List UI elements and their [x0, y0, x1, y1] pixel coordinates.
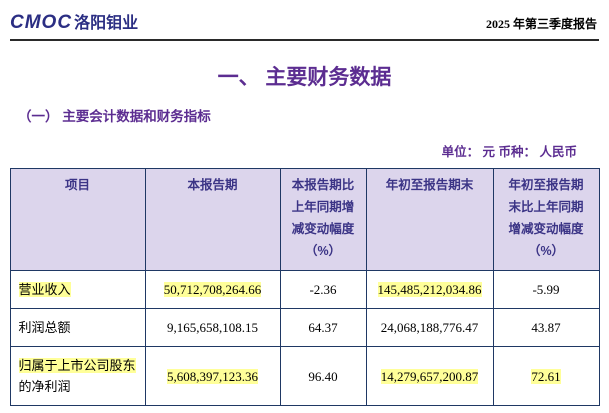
table-row-total-profit: 利润总额 9,165,658,108.15 64.37 24,068,188,7…: [9, 308, 600, 347]
col-header-ytd: 年初至报告期末: [365, 168, 494, 271]
cell-ytd: 24,068,188,776.47: [365, 308, 494, 347]
cell-current-change: -2.36: [279, 270, 367, 309]
header-divider: [10, 39, 599, 41]
cell-ytd-change: 72.61: [492, 346, 600, 406]
cell-current-period: 9,165,658,108.15: [144, 308, 281, 347]
report-title: 2025 年第三季度报告: [485, 17, 597, 31]
financial-data-table: 项目 本报告期 本报告期比 上年同期增 减变动幅度 （%） 年初至报告期末 年初…: [9, 168, 600, 406]
table-row-net-profit: 归属于上市公司股东 的净利润 5,608,397,123.36 96.40 14…: [9, 346, 600, 406]
cell-ytd-change: -5.99: [492, 270, 600, 309]
unit-currency-note: 单位： 元 币种： 人民币: [441, 145, 577, 159]
company-logo: CMOC 洛阳钼业: [10, 9, 138, 34]
table-row-revenue: 营业收入 50,712,708,264.66 -2.36 145,485,212…: [9, 270, 600, 309]
cell-item: 营业收入: [9, 270, 146, 309]
cell-current-period: 50,712,708,264.66: [144, 270, 281, 309]
col-header-ytd-change: 年初至报告期 末比上年同期 增减变动幅度 （%）: [492, 168, 600, 271]
document-header: CMOC 洛阳钼业 2025 年第三季度报告: [0, 0, 609, 37]
table-header-row: 项目 本报告期 本报告期比 上年同期增 减变动幅度 （%） 年初至报告期末 年初…: [9, 168, 600, 271]
cell-current-change: 64.37: [279, 308, 367, 347]
cell-current-change: 96.40: [279, 346, 367, 406]
subsection-title: （一） 主要会计数据和财务指标: [18, 109, 211, 124]
cell-item: 利润总额: [9, 308, 146, 347]
section-title: 一、 主要财务数据: [217, 66, 392, 89]
col-header-current-period: 本报告期: [144, 168, 281, 271]
col-header-current-change: 本报告期比 上年同期增 减变动幅度 （%）: [279, 168, 367, 271]
cell-ytd: 145,485,212,034.86: [365, 270, 494, 309]
cell-current-period: 5,608,397,123.36: [144, 346, 281, 406]
cell-item: 归属于上市公司股东 的净利润: [9, 346, 146, 406]
cell-ytd-change: 43.87: [492, 308, 600, 347]
col-header-item: 项目: [9, 168, 146, 271]
logo-cmoc-text: CMOC: [10, 12, 73, 33]
logo-company-name: 洛阳钼业: [74, 15, 139, 32]
cell-ytd: 14,279,657,200.87: [365, 346, 494, 406]
